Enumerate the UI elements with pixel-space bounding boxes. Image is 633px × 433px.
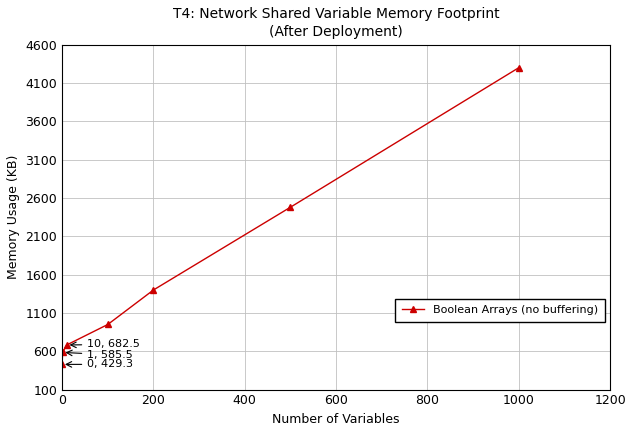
Boolean Arrays (no buffering): [149, 288, 157, 293]
X-axis label: Number of Variables: Number of Variables: [272, 413, 400, 426]
Text: 0, 429.3: 0, 429.3: [66, 359, 133, 369]
Boolean Arrays (no buffering): [104, 322, 111, 327]
Line: Boolean Arrays (no buffering): Boolean Arrays (no buffering): [59, 64, 522, 368]
Text: 1, 585.5: 1, 585.5: [66, 350, 133, 360]
Boolean Arrays (no buffering): [63, 343, 70, 348]
Legend: Boolean Arrays (no buffering): Boolean Arrays (no buffering): [395, 299, 605, 322]
Boolean Arrays (no buffering): [59, 350, 66, 355]
Boolean Arrays (no buffering): [287, 205, 294, 210]
Text: 10, 682.5: 10, 682.5: [71, 339, 140, 349]
Title: T4: Network Shared Variable Memory Footprint
(After Deployment): T4: Network Shared Variable Memory Footp…: [173, 7, 499, 39]
Boolean Arrays (no buffering): [515, 65, 523, 70]
Boolean Arrays (no buffering): [58, 362, 66, 367]
Y-axis label: Memory Usage (KB): Memory Usage (KB): [7, 155, 20, 279]
